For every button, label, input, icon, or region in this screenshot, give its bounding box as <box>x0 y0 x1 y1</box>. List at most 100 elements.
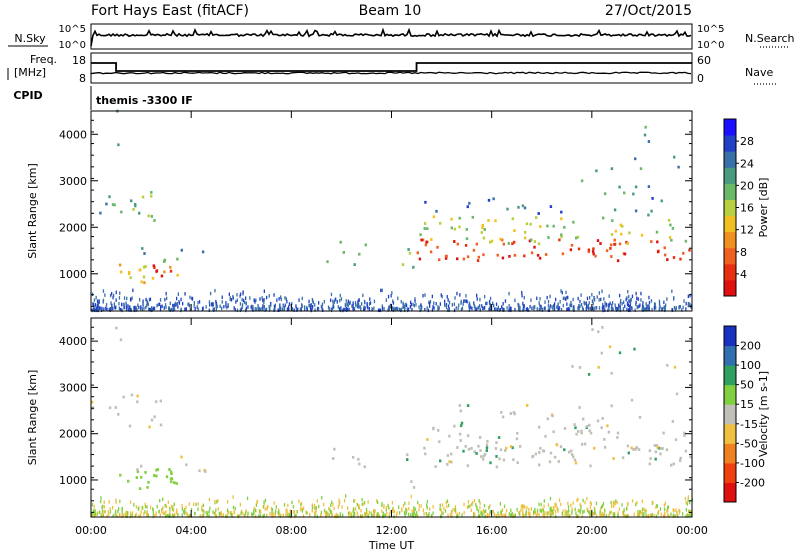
power-clutter-cell <box>566 307 568 312</box>
velocity-clutter-cell <box>387 503 389 508</box>
power-clutter-cell <box>504 299 507 303</box>
power-clutter-cell <box>403 303 405 307</box>
power-clutter-cell <box>568 307 571 311</box>
power-clutter-cell <box>149 307 151 312</box>
velocity-clutter-cell <box>584 500 586 505</box>
velocity-clutter-cell <box>361 502 363 507</box>
power-clutter-cell <box>475 307 478 311</box>
power-cell <box>130 199 133 203</box>
power-cell <box>549 205 553 208</box>
velocity-clutter-cell <box>365 508 368 512</box>
velocity-cell <box>512 411 515 414</box>
power-clutter-cell <box>390 294 392 298</box>
velocity-cell <box>450 452 453 456</box>
velocity-clutter-cell <box>442 511 444 516</box>
velocity-clutter-cell <box>451 514 453 518</box>
velocity-clutter-cell <box>213 511 216 516</box>
power-cell <box>640 233 644 237</box>
power-clutter-cell <box>410 300 412 305</box>
power-colorbar-swatch <box>724 183 736 200</box>
velocity-clutter-cell <box>92 509 95 513</box>
power-clutter-cell <box>172 308 174 312</box>
velocity-clutter-cell <box>458 511 461 516</box>
velocity-cell <box>627 451 630 455</box>
velocity-clutter-cell <box>347 506 349 510</box>
power-clutter-cell <box>366 302 368 306</box>
power-clutter-cell <box>330 292 333 297</box>
power-colorbar-swatch <box>724 215 736 233</box>
velocity-cell <box>504 449 507 452</box>
power-clutter-cell <box>424 307 426 312</box>
velocity-cell <box>437 428 440 432</box>
power-clutter-cell <box>226 305 228 310</box>
power-clutter-cell <box>251 307 253 312</box>
velocity-colorbar-tick-label: 15 <box>740 398 754 411</box>
velocity-clutter-cell <box>336 514 338 518</box>
power-clutter-cell <box>426 306 428 310</box>
velocity-clutter-cell <box>479 505 481 510</box>
velocity-clutter-cell <box>672 508 674 512</box>
power-cell <box>610 255 613 258</box>
velocity-cell <box>204 470 207 473</box>
velocity-cell <box>634 447 637 451</box>
power-clutter-cell <box>312 300 314 305</box>
velocity-clutter-cell <box>561 511 563 516</box>
power-clutter-cell <box>151 308 153 312</box>
power-clutter-cell <box>414 299 416 303</box>
power-clutter-cell <box>624 304 626 309</box>
power-clutter-cell <box>602 305 605 309</box>
power-clutter-cell <box>549 294 551 299</box>
power-clutter-cell <box>328 307 330 311</box>
velocity-clutter-cell <box>376 514 378 518</box>
velocity-clutter-cell <box>653 513 655 518</box>
power-clutter-cell <box>615 306 617 310</box>
power-clutter-cell <box>135 308 137 312</box>
velocity-clutter-cell <box>170 514 172 518</box>
power-clutter-cell <box>131 296 133 300</box>
velocity-clutter-cell <box>627 502 629 506</box>
power-clutter-cell <box>406 307 408 311</box>
power-clutter-cell <box>628 294 630 299</box>
power-clutter-cell <box>310 307 312 311</box>
velocity-clutter-cell <box>499 502 501 506</box>
velocity-clutter-cell <box>202 503 205 507</box>
power-clutter-cell <box>331 308 333 313</box>
velocity-clutter-cell <box>185 505 187 510</box>
velocity-clutter-cell <box>402 504 405 508</box>
nave-trace <box>90 71 692 75</box>
power-colorbar-tick-label: 20 <box>740 179 754 192</box>
power-cell <box>535 216 538 219</box>
velocity-cell <box>357 457 360 461</box>
power-clutter-cell <box>533 307 535 312</box>
power-clutter-cell <box>490 306 492 310</box>
velocity-clutter-cell <box>134 514 136 518</box>
power-cell <box>552 224 555 228</box>
power-clutter-cell <box>176 296 178 301</box>
velocity-clutter-cell <box>612 500 614 505</box>
power-clutter-cell <box>627 289 629 294</box>
power-clutter-cell <box>508 304 510 308</box>
velocity-clutter-cell <box>133 503 135 507</box>
velocity-clutter-cell <box>288 513 291 517</box>
velocity-clutter-cell <box>602 501 605 506</box>
power-cell <box>621 224 624 228</box>
velocity-cell <box>516 431 519 435</box>
power-cell <box>599 242 602 245</box>
velocity-cell <box>502 458 506 462</box>
power-clutter-cell <box>429 304 431 308</box>
power-clutter-cell <box>648 300 651 305</box>
velocity-cell <box>559 445 563 448</box>
power-clutter-cell <box>420 305 422 309</box>
power-clutter-cell <box>188 302 190 306</box>
power-clutter-cell <box>149 297 152 301</box>
velocity-clutter-cell <box>590 512 592 517</box>
power-clutter-cell <box>627 303 629 307</box>
power-clutter-cell <box>301 296 303 301</box>
power-cell <box>462 257 466 261</box>
power-cell <box>521 204 525 208</box>
power-clutter-cell <box>555 297 557 302</box>
velocity-clutter-cell <box>352 514 355 518</box>
velocity-clutter-cell <box>146 513 148 518</box>
velocity-clutter-cell <box>640 511 642 516</box>
power-clutter-cell <box>312 299 314 303</box>
